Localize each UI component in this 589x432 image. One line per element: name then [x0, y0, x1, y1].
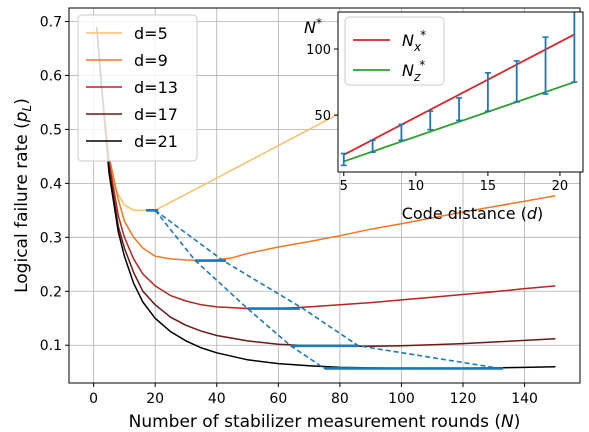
- legend-label-d=21: d=21: [134, 132, 178, 151]
- y-axis-label-symbol: p: [12, 111, 32, 123]
- inset-x-tick-label: 20: [552, 179, 569, 194]
- inset-x-axis-label-text-end: ): [537, 204, 543, 223]
- inset-y-symbol: N: [304, 18, 316, 37]
- inset-x-tick-label: 15: [480, 179, 497, 194]
- x-axis-label-symbol: N: [501, 412, 514, 432]
- inset-x-axis-label: Code distance (d): [402, 204, 544, 223]
- y-axis-label-text: Logical failure rate (: [12, 122, 32, 293]
- y-tick-label: 0.1: [40, 338, 62, 354]
- x-axis-label-text: Number of stabilizer measurement rounds …: [129, 412, 501, 432]
- x-tick-label: 60: [269, 391, 287, 407]
- inset-legend-star: *: [419, 58, 425, 72]
- main-legend-box: [77, 14, 198, 162]
- legend-label-d=5: d=5: [134, 24, 168, 43]
- inset-legend-subscript: x: [413, 40, 422, 54]
- inset-y-axis-label: N*: [304, 16, 322, 37]
- x-tick-label: 0: [89, 391, 98, 407]
- inset-legend: Nx*Nz*: [344, 16, 445, 86]
- x-tick-label: 80: [331, 391, 349, 407]
- inset-y-tick-label: 50: [314, 109, 331, 124]
- series-line-d=17: [95, 26, 556, 348]
- y-tick-label: 0.6: [40, 68, 62, 84]
- inset-legend-subscript: z: [413, 70, 421, 84]
- inset-legend-star: *: [420, 28, 426, 42]
- legend-label-d=13: d=13: [134, 78, 178, 97]
- inset-y-star: *: [316, 16, 322, 30]
- y-tick-label: 0.5: [40, 122, 62, 138]
- optimum-dashed-upper: [154, 209, 501, 370]
- inset-legend-label-N_x*: Nx*: [402, 28, 426, 54]
- inset-legend-symbol: N: [402, 31, 414, 50]
- inset-x-axis-label-symbol: d: [527, 204, 538, 223]
- inset-y-tick-label: 100: [306, 43, 331, 58]
- inset-legend-box: [344, 16, 445, 86]
- inset-fit-line-N_z*: [343, 81, 575, 163]
- main-plot-frame: [68, 7, 581, 384]
- x-tick-label: 20: [146, 391, 164, 407]
- legend-label-d=9: d=9: [134, 51, 168, 70]
- inset-fit-line-N_x*: [343, 33, 575, 156]
- y-tick-label: 0.2: [40, 284, 62, 300]
- y-axis-label: Logical failure rate (pL): [12, 98, 34, 293]
- optimum-dashed-lower: [154, 209, 325, 370]
- inset-x-tick-label: 5: [340, 179, 348, 194]
- y-tick-label: 0.3: [40, 230, 62, 246]
- x-axis-label: Number of stabilizer measurement rounds …: [129, 412, 521, 432]
- series-line-d=9: [95, 26, 556, 262]
- series-line-d=13: [95, 26, 556, 310]
- y-tick-label: 0.7: [40, 14, 62, 30]
- main-legend: d=5 d=9 d=13 d=17 d=21: [77, 14, 198, 162]
- y-axis-label-subscript: L: [20, 105, 34, 112]
- x-tick-label: 40: [208, 391, 226, 407]
- inset-plot-area: [340, 12, 578, 167]
- y-axis-label-text-end: ): [12, 98, 32, 105]
- legend-label-d=17: d=17: [134, 105, 178, 124]
- x-tick-label: 100: [388, 391, 415, 407]
- y-tick-label: 0.4: [40, 176, 62, 192]
- inset-legend-label-N_z*: Nz*: [402, 58, 425, 84]
- x-tick-label: 120: [450, 391, 477, 407]
- x-axis-label-text-end: ): [514, 412, 521, 432]
- inset-legend-symbol: N: [402, 61, 414, 80]
- inset-x-axis-label-text: Code distance (: [402, 204, 527, 223]
- inset-frame: [337, 11, 584, 173]
- inset-x-tick-label: 10: [408, 179, 425, 194]
- x-tick-label: 140: [511, 391, 538, 407]
